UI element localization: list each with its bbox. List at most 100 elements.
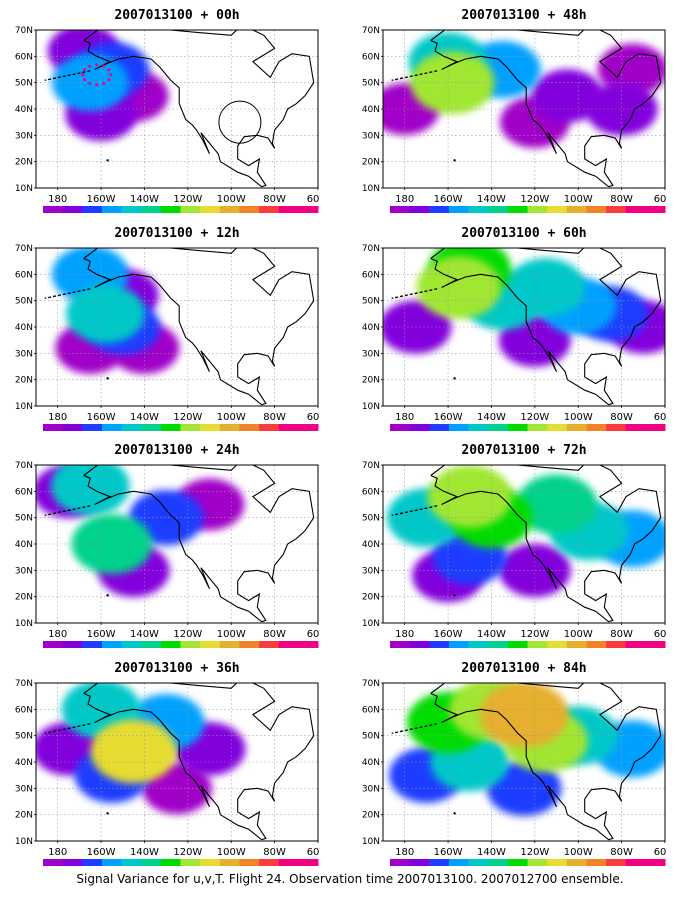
x-tick-label: 140W bbox=[477, 629, 506, 640]
y-tick-label: 60N bbox=[15, 705, 33, 715]
colorbar-swatch bbox=[219, 424, 240, 431]
x-tick-label: 180 bbox=[395, 412, 414, 423]
coastline bbox=[430, 248, 662, 406]
colorbar-swatch bbox=[298, 424, 319, 431]
colorbar-swatch bbox=[429, 206, 450, 213]
y-tick-label: 30N bbox=[15, 349, 33, 359]
y-tick-label: 60N bbox=[15, 270, 33, 280]
coastline bbox=[391, 723, 438, 734]
x-tick-label: 80W bbox=[263, 412, 286, 423]
flight-track-dot bbox=[107, 68, 111, 72]
y-tick-label: 30N bbox=[362, 566, 380, 576]
y-tick-label: 20N bbox=[362, 158, 380, 168]
y-tick-label: 10N bbox=[362, 619, 380, 629]
colorbar-swatch bbox=[645, 424, 666, 431]
island-marker bbox=[453, 377, 456, 380]
colorbar-swatch bbox=[101, 859, 123, 866]
colorbar-swatch bbox=[429, 641, 450, 648]
colorbar-swatch bbox=[200, 641, 221, 648]
colorbar-swatch bbox=[180, 641, 201, 648]
flight-track-dot bbox=[107, 78, 111, 82]
colorbar-swatch bbox=[566, 206, 587, 213]
colorbar-swatch bbox=[200, 859, 221, 866]
y-tick-label: 10N bbox=[362, 402, 380, 412]
colorbar-swatch bbox=[82, 206, 103, 213]
colorbar-swatch bbox=[606, 206, 627, 213]
map-panel-60h: 2007013100 + 60h 10N 20N 30N 40N 50N 60N 70N 180… bbox=[347, 218, 667, 433]
flight-track-dot bbox=[81, 73, 85, 77]
colorbar-swatch bbox=[239, 859, 260, 866]
colorbar-swatch bbox=[180, 859, 201, 866]
coastline bbox=[83, 683, 315, 841]
x-tick-label: 140W bbox=[130, 194, 159, 205]
y-tick-label: 50N bbox=[15, 79, 33, 89]
x-tick-label: 100W bbox=[217, 412, 246, 423]
y-tick-label: 20N bbox=[15, 811, 33, 821]
map-plot: 10N 20N 30N 40N 50N 60N 70N 180 160W 140W 120W 100W… bbox=[15, 679, 320, 866]
colorbar-swatch bbox=[468, 424, 489, 431]
colorbar-swatch bbox=[547, 641, 568, 648]
colorbar-swatch bbox=[390, 859, 411, 866]
x-tick-label: 60W bbox=[654, 194, 667, 205]
colorbar-swatch bbox=[278, 206, 299, 213]
colorbar-swatch bbox=[259, 641, 280, 648]
x-tick-label: 180 bbox=[395, 847, 414, 858]
x-tick-label: 120W bbox=[520, 629, 549, 640]
colorbar-swatch bbox=[547, 424, 568, 431]
y-tick-label: 10N bbox=[362, 184, 380, 194]
figure-caption: Signal Variance for u,v,T. Flight 24. Ob… bbox=[76, 872, 624, 886]
y-tick-label: 10N bbox=[362, 837, 380, 847]
colorbar-swatch bbox=[121, 424, 142, 431]
x-tick-label: 140W bbox=[130, 847, 159, 858]
colorbar-swatch bbox=[606, 641, 627, 648]
x-tick-label: 100W bbox=[217, 194, 246, 205]
colorbar-swatch bbox=[448, 206, 470, 213]
flight-track-dot bbox=[95, 63, 99, 67]
flight-track-dot bbox=[83, 68, 87, 72]
colorbar-swatch bbox=[625, 206, 646, 213]
y-tick-label: 40N bbox=[15, 540, 33, 550]
colorbar-swatch bbox=[488, 206, 509, 213]
x-tick-label: 120W bbox=[173, 194, 202, 205]
colorbar-swatch bbox=[259, 859, 280, 866]
panel-title: 2007013100 + 84h bbox=[461, 661, 587, 676]
coastline bbox=[83, 465, 315, 623]
colorbar-swatch bbox=[507, 206, 528, 213]
colorbar-swatch bbox=[160, 641, 181, 648]
x-tick-label: 80W bbox=[610, 629, 633, 640]
panel-title: 2007013100 + 24h bbox=[114, 443, 240, 458]
coastline bbox=[430, 683, 662, 841]
map-plot: 10N 20N 30N 40N 50N 60N 70N 180 160W 140W 120W 100W… bbox=[15, 461, 320, 648]
colorbar-swatch bbox=[259, 424, 280, 431]
island-marker bbox=[453, 594, 456, 597]
y-tick-label: 50N bbox=[362, 297, 380, 307]
y-tick-label: 40N bbox=[362, 758, 380, 768]
panel-title: 2007013100 + 60h bbox=[461, 226, 587, 241]
target-region-circle bbox=[218, 100, 262, 144]
island-marker bbox=[106, 377, 109, 380]
island-marker bbox=[453, 812, 456, 815]
colorbar-swatch bbox=[448, 641, 470, 648]
x-tick-label: 60W bbox=[654, 847, 667, 858]
map-panel-48h: 2007013100 + 48h 10N 20N 30N 40N 50N 60N 70N 180… bbox=[347, 0, 667, 215]
colorbar-swatch bbox=[101, 641, 123, 648]
x-tick-label: 120W bbox=[173, 847, 202, 858]
colorbar-swatch bbox=[219, 206, 240, 213]
x-tick-label: 180 bbox=[48, 194, 67, 205]
map-plot: 10N 20N 30N 40N 50N 60N 70N 180 160W 140W 120W 100W… bbox=[362, 244, 667, 431]
map-plot: 10N 20N 30N 40N 50N 60N 70N 180 160W 140W 120W 100W… bbox=[15, 244, 320, 431]
colorbar-swatch bbox=[586, 206, 607, 213]
colorbar-swatch bbox=[43, 424, 64, 431]
panel-title: 2007013100 + 12h bbox=[114, 226, 240, 241]
map-panel-12h: 2007013100 + 12h 10N 20N 30N 40N 50N 60N 70N 180… bbox=[0, 218, 320, 433]
y-tick-label: 60N bbox=[362, 705, 380, 715]
colorbar-swatch bbox=[62, 641, 83, 648]
y-tick-label: 70N bbox=[362, 244, 380, 254]
colorbar-swatch bbox=[82, 424, 103, 431]
colorbar-swatch bbox=[180, 424, 201, 431]
x-tick-label: 180 bbox=[395, 629, 414, 640]
flight-track-dot bbox=[109, 73, 113, 77]
map-panel-24h: 2007013100 + 24h 10N 20N 30N 40N 50N 60N 70N 180… bbox=[0, 435, 320, 650]
x-tick-label: 60W bbox=[654, 412, 667, 423]
colorbar-swatch bbox=[566, 641, 587, 648]
